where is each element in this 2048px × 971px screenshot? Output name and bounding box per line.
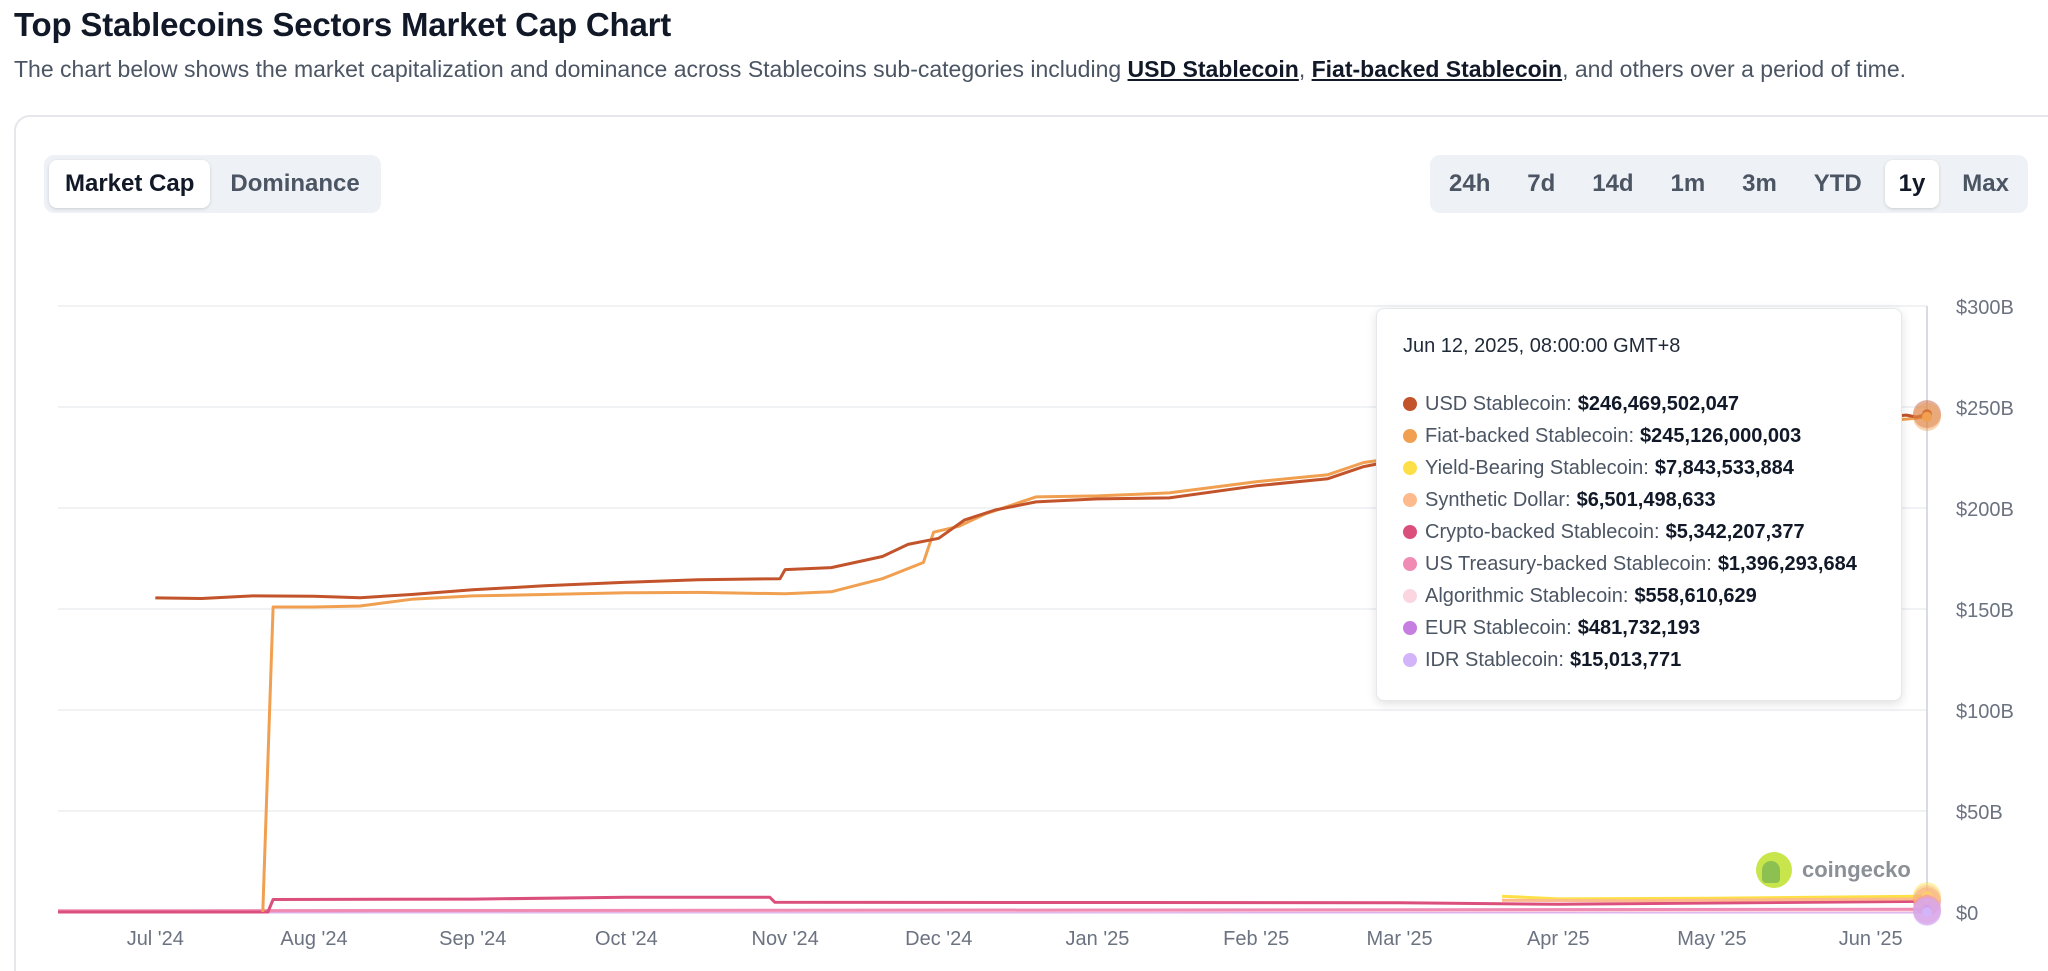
tooltip-label: Algorithmic Stablecoin: <box>1425 584 1629 607</box>
series-dot-icon <box>1403 653 1417 667</box>
tooltip-row: Fiat-backed Stablecoin: $245,126,000,003 <box>1403 420 1875 452</box>
tooltip-label: USD Stablecoin: <box>1425 392 1572 415</box>
x-tick-label: Jan '25 <box>1066 928 1130 950</box>
hover-point <box>1922 411 1932 422</box>
series-dot-icon <box>1403 493 1417 507</box>
description-text: The chart below shows the market capital… <box>14 56 1128 82</box>
y-tick-label: $250B <box>1956 398 2014 420</box>
x-tick-label: Apr '25 <box>1527 928 1590 950</box>
tooltip-row: Yield-Bearing Stablecoin: $7,843,533,884 <box>1403 452 1875 484</box>
description-suffix: , and others over a period of time. <box>1562 56 1907 82</box>
x-tick-label: Feb '25 <box>1223 928 1289 950</box>
tooltip-value: $7,843,533,884 <box>1654 456 1794 479</box>
y-tick-label: $300B <box>1956 297 2014 319</box>
tooltip-label: US Treasury-backed Stablecoin: <box>1425 552 1712 575</box>
range-1m-button[interactable]: 1m <box>1657 160 1720 208</box>
tooltip-row: USD Stablecoin: $246,469,502,047 <box>1403 388 1875 420</box>
tooltip-value: $558,610,629 <box>1634 584 1757 607</box>
tooltip-label: Synthetic Dollar: <box>1425 488 1571 511</box>
y-tick-label: $200B <box>1956 499 2014 521</box>
tooltip-label: EUR Stablecoin: <box>1425 616 1572 639</box>
range-7d-button[interactable]: 7d <box>1513 160 1569 208</box>
view-toggle: Market Cap Dominance <box>44 155 381 213</box>
series-dot-icon <box>1403 397 1417 411</box>
page-description: The chart below shows the market capital… <box>14 56 1906 83</box>
tooltip-date: Jun 12, 2025, 08:00:00 GMT+8 <box>1403 335 1681 357</box>
fiat-backed-stablecoin-link[interactable]: Fiat-backed Stablecoin <box>1311 56 1563 82</box>
series-dot-icon <box>1403 557 1417 571</box>
series-dot-icon <box>1403 461 1417 475</box>
page-title: Top Stablecoins Sectors Market Cap Chart <box>14 6 672 43</box>
range-max-button[interactable]: Max <box>1948 160 2023 208</box>
y-tick-label: $0 <box>1956 903 1978 925</box>
tooltip-row: IDR Stablecoin: $15,013,771 <box>1403 644 1875 676</box>
series-dot-icon <box>1403 589 1417 603</box>
series-dot-icon <box>1403 429 1417 443</box>
description-separator: , <box>1298 56 1312 82</box>
series-line-synthetic-dollar <box>1501 897 1928 903</box>
tooltip-row: US Treasury-backed Stablecoin: $1,396,29… <box>1403 548 1875 580</box>
x-tick-label: May '25 <box>1677 928 1746 950</box>
time-range-selector: 24h 7d 14d 1m 3m YTD 1y Max <box>1430 155 2028 213</box>
x-tick-label: Jul '24 <box>127 928 184 950</box>
tooltip-value: $245,126,000,003 <box>1640 424 1802 447</box>
tooltip-label: IDR Stablecoin: <box>1425 648 1564 671</box>
x-tick-label: Jun '25 <box>1839 928 1903 950</box>
tooltip-label: Crypto-backed Stablecoin: <box>1425 520 1660 543</box>
y-tick-label: $50B <box>1956 802 2003 824</box>
tooltip-row: Synthetic Dollar: $6,501,498,633 <box>1403 484 1875 516</box>
tooltip-value: $6,501,498,633 <box>1576 488 1716 511</box>
series-line-usd-stablecoin <box>155 412 1928 600</box>
range-24h-button[interactable]: 24h <box>1435 160 1504 208</box>
series-dot-icon <box>1403 621 1417 635</box>
market-cap-tab[interactable]: Market Cap <box>49 160 211 208</box>
range-14d-button[interactable]: 14d <box>1578 160 1647 208</box>
hover-point <box>1922 906 1932 917</box>
range-3m-button[interactable]: 3m <box>1728 160 1791 208</box>
tooltip-label: Yield-Bearing Stablecoin: <box>1425 456 1649 479</box>
y-tick-label: $150B <box>1956 600 2014 622</box>
series-dot-icon <box>1403 525 1417 539</box>
tooltip-label: Fiat-backed Stablecoin: <box>1425 424 1635 447</box>
series-line-fiat-backed-stablecoin <box>261 415 1928 913</box>
tooltip-row: EUR Stablecoin: $481,732,193 <box>1403 612 1875 644</box>
x-tick-label: Mar '25 <box>1367 928 1433 950</box>
series-line-yield-bearing-stablecoin <box>1501 894 1928 901</box>
coingecko-logo-icon <box>1756 852 1792 888</box>
usd-stablecoin-link[interactable]: USD Stablecoin <box>1127 56 1299 82</box>
series-line-crypto-backed-stablecoin <box>58 895 1928 914</box>
x-tick-label: Nov '24 <box>752 928 819 950</box>
chart-tooltip: Jun 12, 2025, 08:00:00 GMT+8 USD Stablec… <box>1376 308 1902 701</box>
series-line-us-treasury-backed-stablecoin <box>57 907 1928 913</box>
x-tick-label: Sep '24 <box>439 928 506 950</box>
tooltip-value: $1,396,293,684 <box>1717 552 1857 575</box>
tooltip-row: Algorithmic Stablecoin: $558,610,629 <box>1403 580 1875 612</box>
tooltip-value: $246,469,502,047 <box>1577 392 1740 415</box>
range-1y-button[interactable]: 1y <box>1884 160 1940 208</box>
x-tick-label: Aug '24 <box>280 928 347 950</box>
range-ytd-button[interactable]: YTD <box>1800 160 1876 208</box>
tooltip-row: Crypto-backed Stablecoin: $5,342,207,377 <box>1403 516 1875 548</box>
tooltip-value: $15,013,771 <box>1569 648 1682 671</box>
y-tick-label: $100B <box>1956 701 2014 723</box>
watermark-text: coingecko <box>1802 857 1911 882</box>
coingecko-watermark: coingecko <box>1756 852 1911 888</box>
x-tick-label: Dec '24 <box>905 928 972 950</box>
x-tick-label: Oct '24 <box>595 928 658 950</box>
tooltip-value: $481,732,193 <box>1577 616 1701 639</box>
tooltip-value: $5,342,207,377 <box>1665 520 1805 543</box>
dominance-tab[interactable]: Dominance <box>214 160 375 208</box>
hover-point <box>1922 893 1932 904</box>
